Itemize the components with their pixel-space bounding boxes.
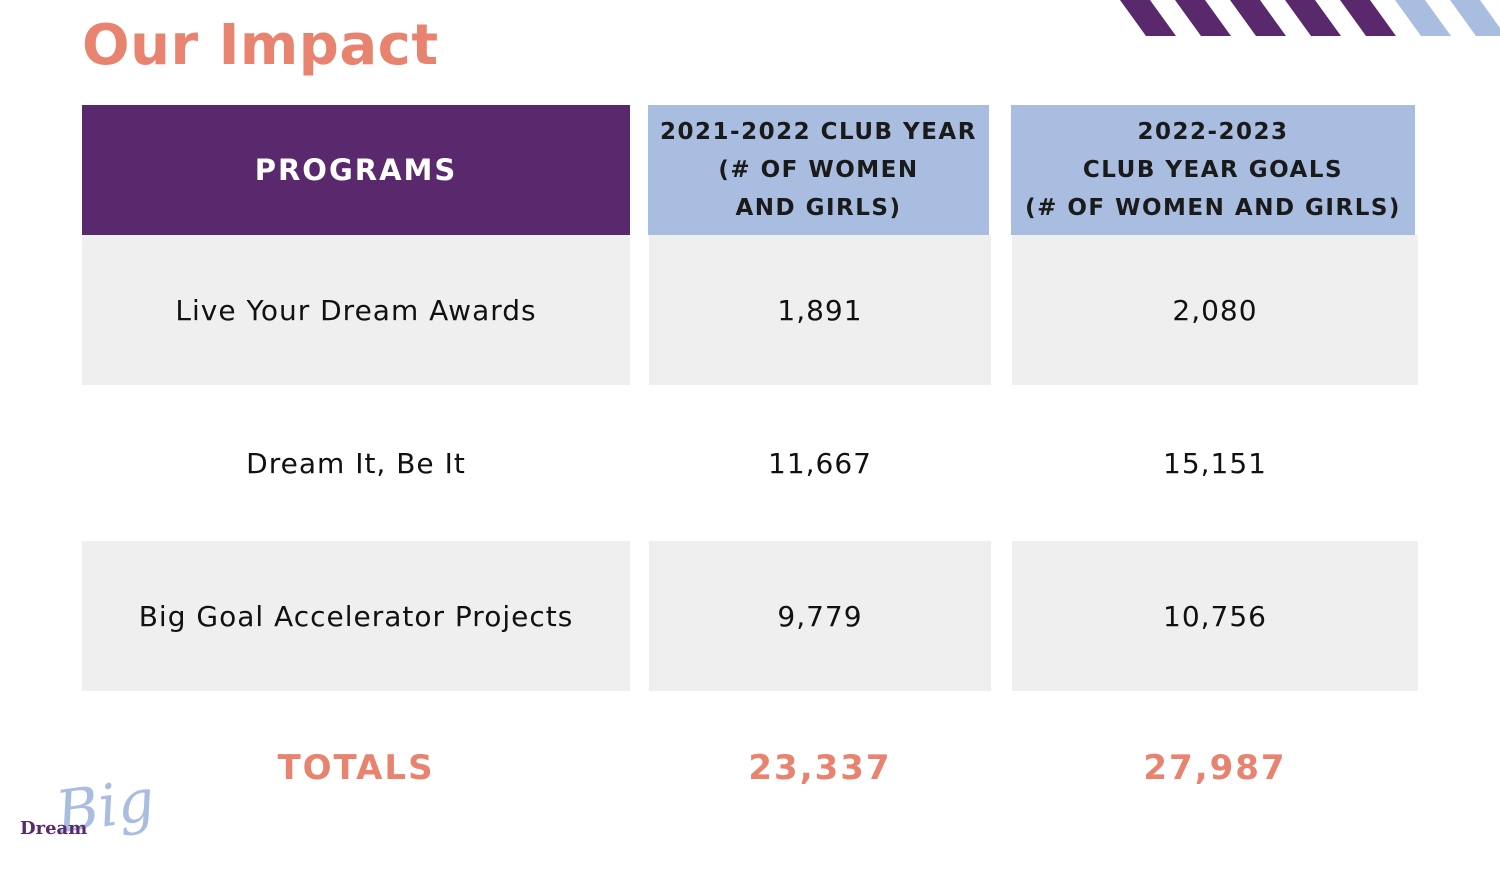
totals-label: TOTALS (277, 748, 435, 788)
row-1-program: Live Your Dream Awards (82, 235, 630, 385)
row-3-program: Big Goal Accelerator Projects (82, 541, 630, 691)
purple-stripes (1120, 0, 1396, 36)
page-title: Our Impact (82, 13, 439, 78)
row-2-2022-2023-value: 15,151 (1163, 446, 1267, 480)
row-3-2022-2023-value: 10,756 (1012, 541, 1418, 691)
blue-stripes (1395, 0, 1500, 36)
logo-dream-text: Dream (20, 818, 88, 839)
row-3-2021-2022-value: 9,779 (649, 541, 991, 691)
totals-2021-2022: 23,337 (748, 748, 892, 788)
row-2-2021-2022-value: 11,667 (768, 446, 872, 480)
header-2022-2023-goals: 2022-2023 CLUB YEAR GOALS (# OF WOMEN AN… (1011, 105, 1415, 235)
dream-big-logo: Big Dream (18, 765, 159, 868)
header-programs: PROGRAMS (82, 105, 630, 235)
decorative-stripes (1120, 0, 1500, 36)
header-2021-2022: 2021-2022 CLUB YEAR (# OF WOMEN AND GIRL… (648, 105, 989, 235)
row-1-2021-2022-value: 1,891 (649, 235, 991, 385)
row-1-2022-2023-value: 2,080 (1012, 235, 1418, 385)
row-2-program: Dream It, Be It (246, 446, 466, 480)
totals-2022-2023: 27,987 (1143, 748, 1287, 788)
